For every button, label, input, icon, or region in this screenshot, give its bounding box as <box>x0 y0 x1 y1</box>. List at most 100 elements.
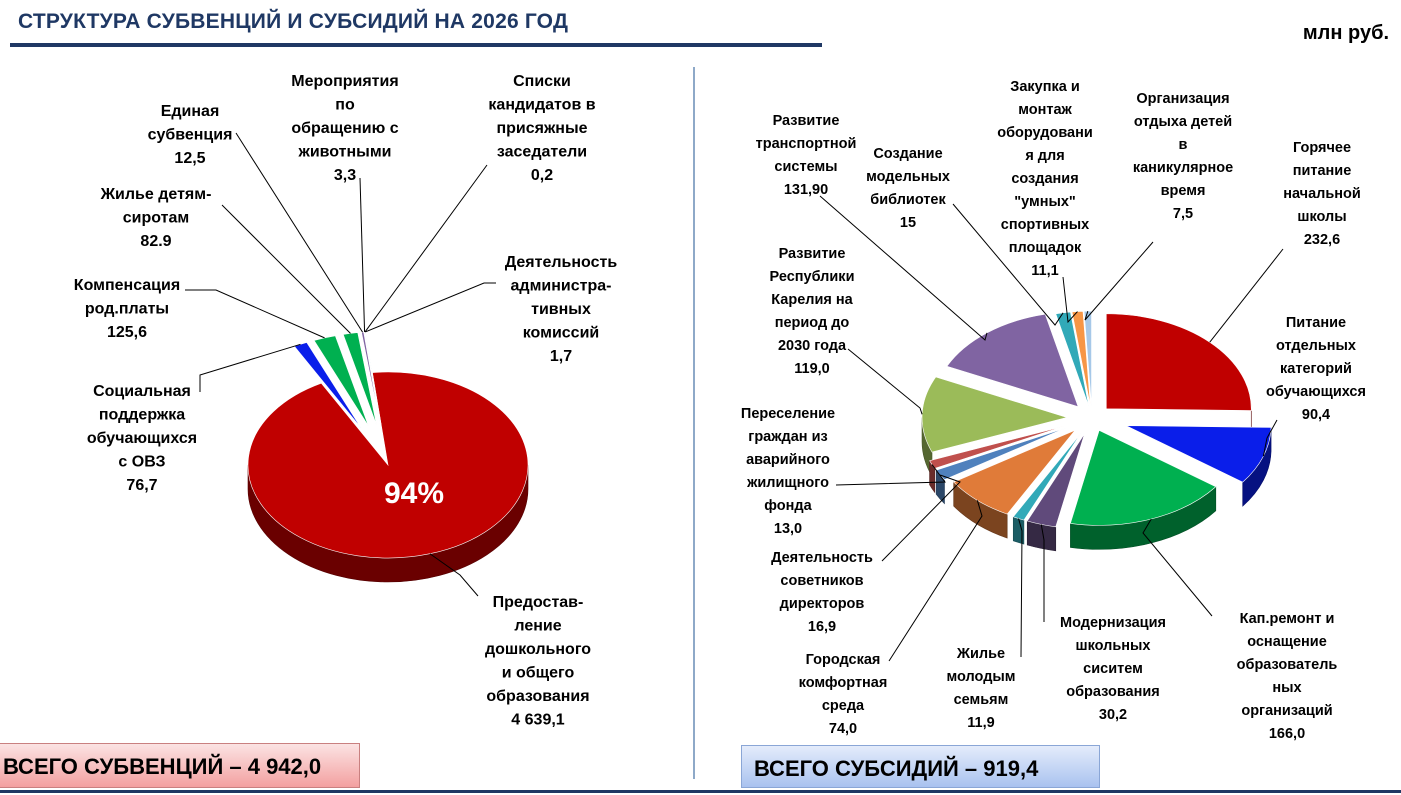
slice-value-label: 30,2 <box>1099 707 1127 723</box>
slice-value-label: 90,4 <box>1302 407 1330 423</box>
slice-value-label: 11,9 <box>967 715 994 731</box>
unit-label: млн руб. <box>1302 22 1389 44</box>
leader-line <box>847 348 923 415</box>
chart-divider <box>693 67 695 779</box>
slice-category-label: Социальная <box>93 383 191 400</box>
slice-category-label: Единая <box>161 103 220 120</box>
slice-category-label: Деятельность <box>505 254 618 271</box>
slice-category-label: обращению с <box>291 120 398 137</box>
slice-category-label: ление <box>514 618 561 635</box>
slice-value-label: 74,0 <box>829 721 857 737</box>
leader-line <box>1209 248 1284 343</box>
slice-value-label: 7,5 <box>1173 206 1193 222</box>
slice-category-label: Республики <box>770 269 855 285</box>
slice-category-label: библиотек <box>870 192 946 208</box>
slice-value-label: 3,3 <box>334 167 356 184</box>
pie-slice-компенсация-род-платы <box>313 335 369 427</box>
slice-category-label: отдельных <box>1276 338 1356 354</box>
slice-category-label: по <box>335 97 355 114</box>
slice-category-label: Горячее <box>1293 140 1351 156</box>
leader-line <box>364 164 488 333</box>
slice-category-label: спортивных <box>1001 217 1089 233</box>
slice-category-label: жилищного <box>746 475 829 491</box>
subsidies-pie-chart: Горячее питание начальной школы 232,6 Питание… <box>741 79 1366 742</box>
slice-category-label: образования <box>1066 684 1160 700</box>
slice-category-label: Кап.ремонт и <box>1240 611 1335 627</box>
slice-category-label: транспортной <box>756 136 857 152</box>
slice-category-label: начальной <box>1283 186 1361 202</box>
slice-category-label: обучающихся <box>87 430 197 447</box>
slice-category-label: Развитие <box>773 113 840 129</box>
leader-line <box>835 464 946 486</box>
slice-category-label: время <box>1161 183 1206 199</box>
slice-category-label: образования <box>486 688 589 705</box>
leader-line <box>359 177 366 332</box>
slice-category-label: фонда <box>764 498 812 514</box>
slice-category-label: оснащение <box>1247 634 1327 650</box>
slice-category-label: Переселение <box>741 406 835 422</box>
leader-line <box>952 203 1064 326</box>
leader-line <box>881 474 961 562</box>
leader-line <box>235 132 363 333</box>
slice-category-label: комиссий <box>523 325 600 342</box>
slice-category-label: Модернизация <box>1060 615 1166 631</box>
slice-value-label: 131,90 <box>784 182 828 198</box>
leader-line <box>819 195 988 341</box>
leader-line <box>1040 524 1045 622</box>
slice-category-label: сиситем <box>1083 661 1143 677</box>
pie-slice-горячее-питание-начальной-школы <box>1105 313 1252 411</box>
pie-slice-модернизация-школьных-сиситем-образовани <box>1026 433 1085 528</box>
slice-category-label: Развитие <box>779 246 846 262</box>
slice-category-label: площадок <box>1009 240 1082 256</box>
leader-line <box>365 282 496 333</box>
slice-category-label: "умных" <box>1014 194 1076 210</box>
slice-category-label: Создание <box>873 146 942 162</box>
slice-category-label: Компенсация <box>74 277 180 294</box>
slice-value-label: 76,7 <box>126 477 157 494</box>
slice-category-label: я для <box>1025 148 1064 164</box>
slice-category-label: и общего <box>502 665 575 682</box>
total-subsidies-box: ВСЕГО СУБСИДИЙ – 919,4 <box>741 745 1100 788</box>
slice-category-label: Жилье <box>956 646 1005 662</box>
slice-category-label: Предостав- <box>493 594 584 611</box>
slice-category-label: категорий <box>1280 361 1352 377</box>
leader-line <box>1084 241 1154 321</box>
slice-category-label: администра- <box>511 278 612 295</box>
slice-category-label: дошкольного <box>485 641 591 658</box>
slice-category-label: отдыха детей <box>1134 114 1232 130</box>
leader-line <box>221 204 351 334</box>
slice-category-label: Закупка и <box>1010 79 1080 95</box>
slice-value-label: 166,0 <box>1269 726 1305 742</box>
pie-percent-label: 94% <box>384 477 444 510</box>
leader-line <box>888 500 983 662</box>
slice-category-label: Городская <box>806 652 881 668</box>
leader-line <box>429 553 479 597</box>
slice-category-label: период до <box>775 315 850 331</box>
slice-value-label: 1,7 <box>550 348 572 365</box>
slice-category-label: поддержка <box>99 407 185 424</box>
slice-category-label: семьям <box>954 692 1009 708</box>
slice-category-label: организаций <box>1241 703 1332 719</box>
slice-category-label: род.платы <box>85 301 169 318</box>
slice-category-label: сиротам <box>123 210 189 227</box>
slice-category-label: Мероприятия <box>291 73 398 90</box>
slice-category-label: граждан из <box>748 429 827 445</box>
slice-value-label: 125,6 <box>107 324 147 341</box>
leader-line <box>1018 518 1023 658</box>
slice-category-label: аварийного <box>746 452 830 468</box>
slice-value-label: 82.9 <box>140 233 171 250</box>
total-subventions-box: ВСЕГО СУБВЕНЦИЙ – 4 942,0 <box>0 743 360 788</box>
slice-category-label: каникулярное <box>1133 160 1233 176</box>
slice-category-label: 2030 года <box>778 338 847 354</box>
pie-slice-единая-субвенция <box>361 331 381 425</box>
slice-category-label: оборудовани <box>997 125 1093 141</box>
slice-category-label: Деятельность <box>771 550 873 566</box>
pie-slice-кап-ремонт-и-оснащение-образователь-ных- <box>1069 429 1217 526</box>
slice-category-label: субвенция <box>148 127 233 144</box>
subventions-pie-chart: 94% Предостав-ление дошкольного и общего обр… <box>74 73 618 729</box>
leader-line <box>1142 518 1213 617</box>
slice-category-label: советников <box>780 573 863 589</box>
slice-category-label: модельных <box>866 169 950 185</box>
slice-category-label: кандидатов в <box>488 97 595 114</box>
